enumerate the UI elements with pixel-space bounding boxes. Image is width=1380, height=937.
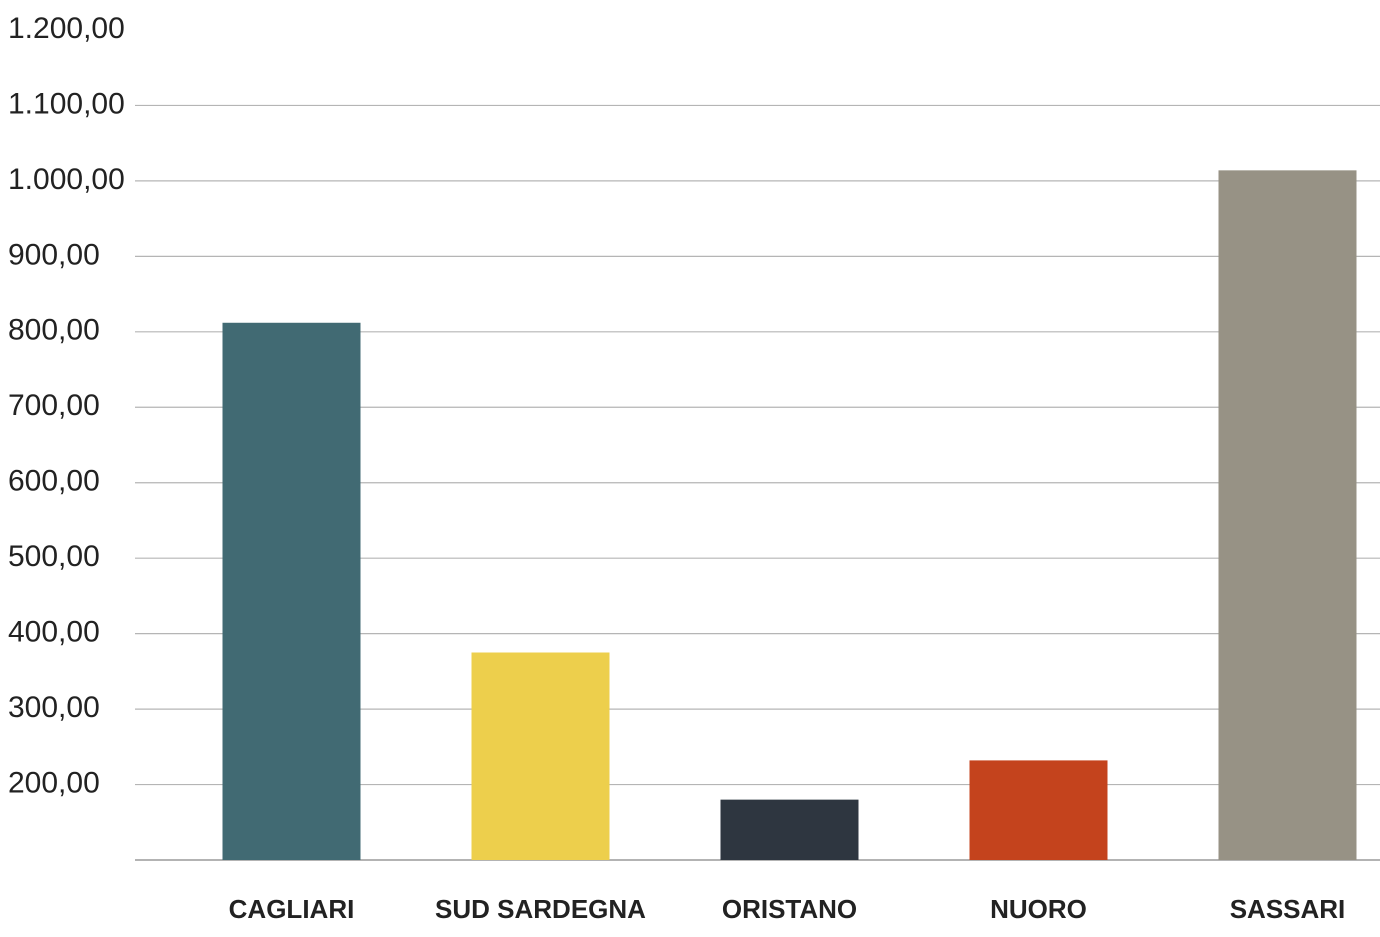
y-tick-label: 1.100,00 [8, 87, 125, 120]
bar-sud-sardegna [471, 652, 610, 860]
y-tick-label: 800,00 [8, 314, 100, 347]
x-tick-label: NUORO [990, 894, 1087, 924]
x-tick-label: SUD SARDEGNA [435, 894, 646, 924]
bar-sassari [1218, 170, 1357, 860]
x-tick-label: CAGLIARI [229, 894, 355, 924]
y-tick-label: 600,00 [8, 465, 100, 498]
bar-oristano [720, 799, 859, 860]
x-tick-label: SASSARI [1230, 894, 1346, 924]
bar-cagliari [222, 322, 361, 860]
y-tick-label: 900,00 [8, 238, 100, 271]
y-tick-label: 400,00 [8, 616, 100, 649]
bar-nuoro [969, 760, 1108, 860]
y-tick-label: 1.200,00 [8, 12, 125, 45]
bars [222, 170, 1357, 860]
y-tick-label: 200,00 [8, 766, 100, 799]
y-tick-label: 300,00 [8, 691, 100, 724]
y-axis-tick-labels: 1.200,00 1.100,00 1.000,00 900,00 800,00 700,… [8, 12, 125, 800]
y-tick-label: 700,00 [8, 389, 100, 422]
y-tick-label: 1.000,00 [8, 163, 125, 196]
x-tick-label: ORISTANO [722, 894, 857, 924]
x-axis-tick-labels: CAGLIARI SUD SARDEGNA ORISTANO NUORO SASSARI [229, 894, 1346, 924]
y-tick-label: 500,00 [8, 540, 100, 573]
